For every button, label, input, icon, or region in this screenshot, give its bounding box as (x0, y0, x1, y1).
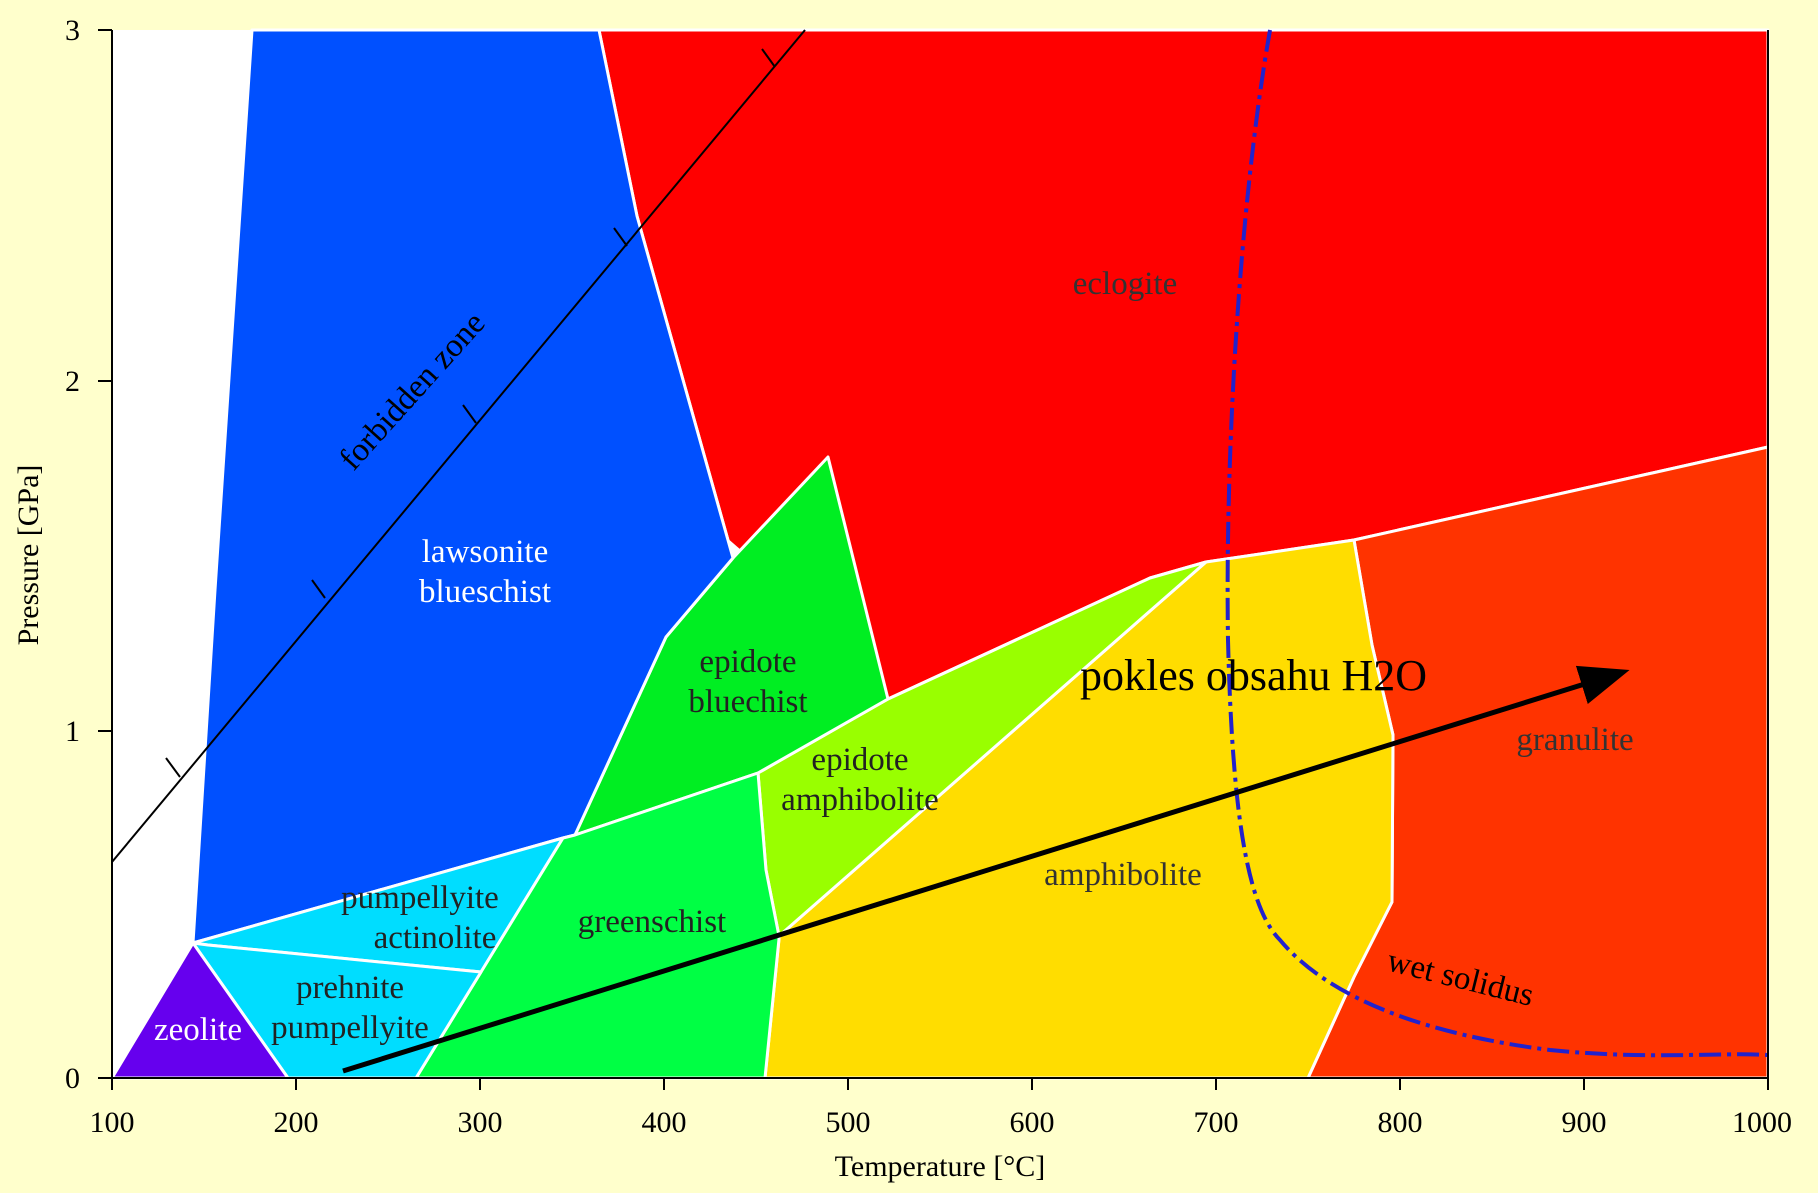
facies-labels: eclogite granulite amphibolite epidote a… (154, 266, 1634, 1048)
facies-fields (110, 28, 1770, 1080)
pumpellyite-actinolite-label-line1: pumpellyite (341, 880, 499, 916)
lawsonite-blueschist-field (191, 28, 735, 945)
epidote-amphibolite-label-line1: epidote (811, 742, 908, 778)
wet-solidus-curve (1225, 29, 1769, 1058)
epidote-blueschist-label-line1: epidote (699, 644, 796, 680)
x-tick-label: 500 (826, 1106, 871, 1139)
epidote-amphibolite-label-line2: amphibolite (781, 782, 939, 818)
y-tick-label: 0 (65, 1062, 80, 1095)
x-tick-label: 600 (1010, 1106, 1055, 1139)
h2o-decrease-label: pokles obsahu H2O (1080, 651, 1427, 700)
zeolite-label: zeolite (154, 1012, 242, 1048)
x-tick-label: 300 (458, 1106, 503, 1139)
y-tick-label: 3 (65, 14, 80, 47)
x-tick-label: 900 (1562, 1106, 1607, 1139)
x-tick-label: 400 (642, 1106, 687, 1139)
x-tick-label: 700 (1194, 1106, 1239, 1139)
h2o-decrease-arrow (342, 665, 1630, 1074)
y-tick-label: 1 (65, 715, 80, 748)
y-axis-title: Pressure [GPa] (12, 465, 45, 646)
amphibolite-label: amphibolite (1044, 857, 1202, 893)
forbidden-zone-line (111, 29, 806, 863)
epidote-blueschist-label-line2: bluechist (688, 684, 807, 720)
granulite-label: granulite (1516, 722, 1633, 758)
x-tick-labels: 100 200 300 400 500 600 700 800 900 1000 (90, 1106, 1793, 1139)
x-tick-label: 1000 (1732, 1106, 1792, 1139)
pumpellyite-actinolite-label-line2: actinolite (374, 920, 497, 956)
x-tick-label: 800 (1378, 1106, 1423, 1139)
prehnite-pumpellyite-label-line1: prehnite (296, 970, 404, 1006)
y-tick-labels: 0 1 2 3 (65, 14, 80, 1095)
x-axis-title: Temperature [°C] (835, 1150, 1046, 1183)
axes (98, 29, 1769, 1090)
prehnite-pumpellyite-label-line2: pumpellyite (271, 1010, 429, 1046)
greenschist-label: greenschist (578, 904, 726, 940)
lawsonite-blueschist-label-line1: lawsonite (422, 534, 548, 570)
x-tick-label: 100 (90, 1106, 135, 1139)
y-tick-label: 2 (65, 365, 80, 398)
lawsonite-blueschist-label-line2: blueschist (419, 574, 551, 610)
eclogite-label: eclogite (1073, 266, 1177, 302)
x-tick-label: 200 (274, 1106, 319, 1139)
